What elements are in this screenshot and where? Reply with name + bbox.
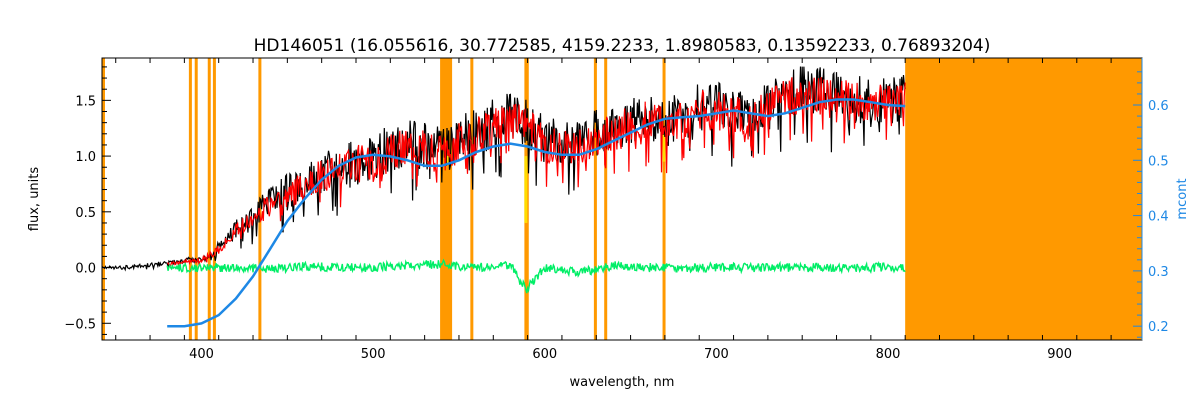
x-tick-label: 500 — [361, 347, 386, 362]
y-tick-label: 0.0 — [75, 262, 96, 277]
x-tick-label: 800 — [876, 347, 901, 362]
y-right-tick-label: 0.6 — [1148, 99, 1169, 114]
x-axis-label: wavelength, nm — [570, 375, 675, 390]
x-tick-label: 700 — [704, 347, 729, 362]
y-tick-label: −0.5 — [64, 317, 96, 332]
y-right-tick-label: 0.2 — [1148, 320, 1169, 335]
axis-ticks: 400 500 600 700 800 900 −0.5 0.0 0.5 1.0 1.5 0.2 0.3… — [64, 58, 1169, 362]
y-right-tick-label: 0.5 — [1148, 154, 1169, 169]
masked-line-10 — [662, 58, 666, 340]
series-residual — [166, 258, 906, 294]
series-model — [167, 77, 906, 268]
masked-edge — [102, 58, 105, 340]
series-layer — [101, 66, 906, 328]
masked-line-1 — [194, 58, 198, 340]
x-tick-label: 900 — [1047, 347, 1072, 362]
x-tick-label: 400 — [189, 347, 214, 362]
masked-line-9 — [604, 58, 608, 340]
masked-line-2 — [207, 58, 211, 340]
y-tick-label: 1.0 — [75, 150, 96, 165]
y-right-tick-label: 0.3 — [1148, 265, 1169, 280]
series-mcont — [167, 98, 906, 328]
chart-title: HD146051 (16.055616, 30.772585, 4159.223… — [254, 36, 991, 56]
highlight-1 — [524, 156, 528, 223]
masked-line-8 — [593, 58, 597, 340]
y-axis-label: flux, units — [27, 167, 42, 232]
x-tick-label: 600 — [532, 347, 557, 362]
y-tick-label: 0.5 — [75, 206, 96, 221]
y-axis-right-label: mcont — [1175, 178, 1190, 219]
y-right-tick-label: 0.4 — [1148, 210, 1169, 225]
y-tick-label: 1.5 — [75, 94, 96, 109]
highlight-2 — [662, 133, 666, 162]
masked-regions — [102, 58, 1142, 340]
masked-band-0 — [440, 58, 453, 340]
masked-band-1 — [905, 58, 1142, 340]
masked-line-5 — [470, 58, 474, 340]
masked-line-3 — [212, 58, 216, 340]
masked-line-0 — [188, 58, 192, 340]
